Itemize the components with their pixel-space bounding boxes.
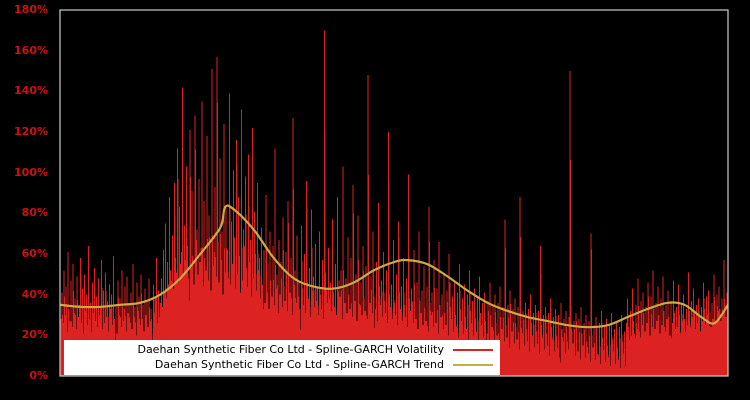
legend-item-volatility: Daehan Synthetic Fiber Co Ltd - Spline-G… <box>65 343 499 358</box>
legend-swatch-trend <box>453 364 493 366</box>
legend-label-volatility: Daehan Synthetic Fiber Co Ltd - Spline-G… <box>137 343 444 356</box>
y-tick-140pct: 140% <box>14 84 48 98</box>
legend-item-trend: Daehan Synthetic Fiber Co Ltd - Spline-G… <box>65 358 499 373</box>
y-tick-0pct: 0% <box>29 369 48 382</box>
y-tick-80pct: 80% <box>21 206 48 220</box>
chart-legend: Daehan Synthetic Fiber Co Ltd - Spline-G… <box>64 340 500 375</box>
legend-label-trend: Daehan Synthetic Fiber Co Ltd - Spline-G… <box>154 358 444 371</box>
y-tick-100pct: 100% <box>14 165 48 179</box>
y-tick-160pct: 160% <box>14 43 48 57</box>
legend-swatch-volatility <box>453 349 493 351</box>
y-tick-40pct: 40% <box>21 287 48 301</box>
plot-frame <box>59 9 729 377</box>
y-tick-180pct: 180% <box>14 3 48 16</box>
y-tick-60pct: 60% <box>21 247 48 260</box>
series-trend <box>60 204 728 329</box>
y-tick-120pct: 120% <box>14 125 48 138</box>
y-tick-20pct: 20% <box>21 328 48 342</box>
